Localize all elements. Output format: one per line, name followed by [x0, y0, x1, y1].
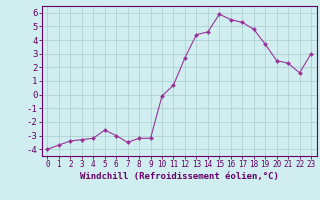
X-axis label: Windchill (Refroidissement éolien,°C): Windchill (Refroidissement éolien,°C): [80, 172, 279, 181]
